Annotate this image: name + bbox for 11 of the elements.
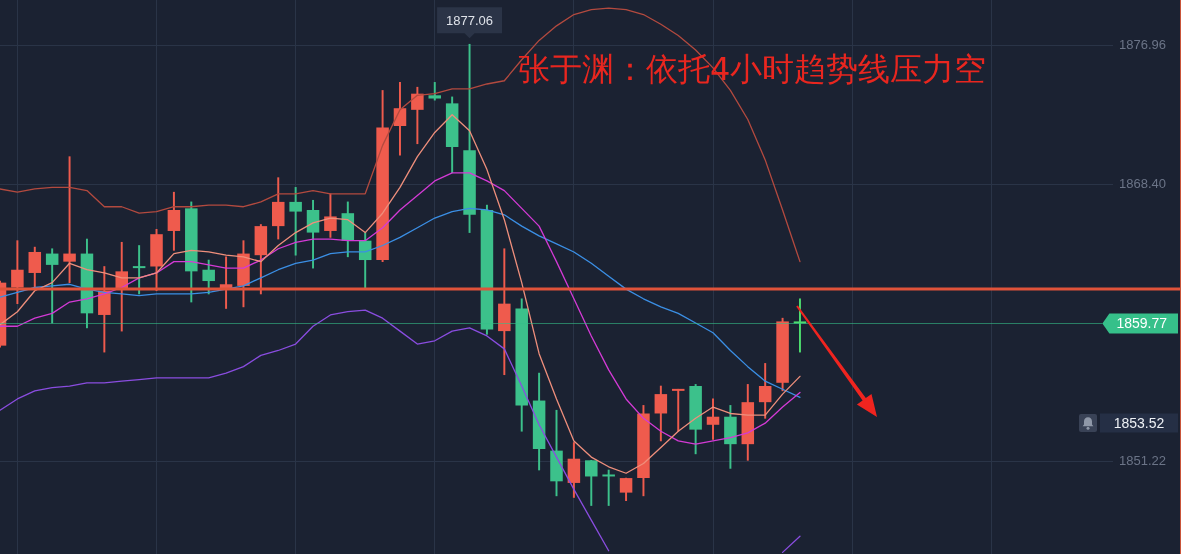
candlestick xyxy=(602,469,615,506)
annotation: 1877.06 xyxy=(446,12,494,28)
text: 张于渊：依托4小时趋势线压力空 xyxy=(518,50,987,88)
y-tick-label: 1851.22 xyxy=(1119,453,1166,469)
candlestick xyxy=(671,388,685,432)
text: 1853.52 xyxy=(1113,414,1165,431)
ref-line-label: 1859.77 xyxy=(1116,315,1168,332)
candlestick xyxy=(793,298,807,353)
y-tick-label: 1876.96 xyxy=(1119,37,1166,53)
candlestick xyxy=(63,156,76,283)
y-tick-label: 1868.40 xyxy=(1119,175,1166,191)
